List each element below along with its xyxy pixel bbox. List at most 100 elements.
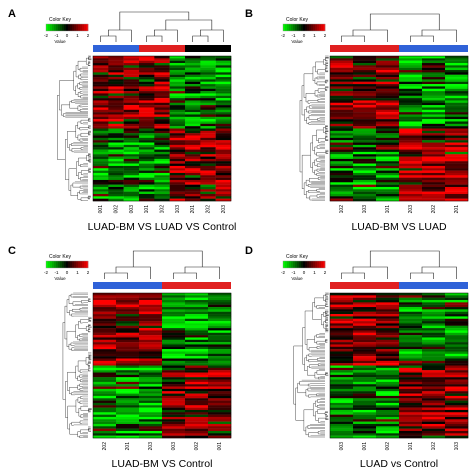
color-key-tick: -1 (54, 270, 58, 275)
heatmap-cell (215, 102, 232, 106)
heatmap-cell (116, 353, 140, 357)
heatmap-cell (93, 349, 117, 352)
heatmap-cell (169, 114, 186, 118)
heatmap-cell (353, 105, 377, 108)
heatmap-cell (123, 161, 140, 164)
heatmap-cell (330, 142, 354, 146)
heatmap-cell (162, 293, 186, 296)
heatmap-cell (154, 135, 170, 139)
heatmap-cell (123, 191, 140, 195)
heatmap-cell (162, 297, 186, 301)
heatmap-cell (208, 372, 232, 376)
heatmap-cell (185, 337, 209, 340)
heatmap-cell (139, 114, 155, 118)
heatmap-cell (445, 365, 469, 369)
heatmap-cell (200, 79, 216, 82)
heatmap-cell (123, 123, 140, 127)
heatmap-cell (399, 191, 423, 195)
heatmap-cell (169, 116, 186, 120)
heatmap-cell (162, 349, 186, 352)
heatmap-cell (445, 177, 469, 181)
heatmap-cell (353, 416, 377, 420)
heatmap-cell (185, 126, 201, 129)
heatmap-cell (162, 426, 186, 429)
heatmap-cell (154, 168, 170, 171)
heatmap-cell (93, 323, 117, 326)
color-key-swatch (54, 261, 57, 268)
heatmap-cell (169, 147, 186, 150)
heatmap-cell (376, 323, 400, 326)
heatmap-cell (445, 421, 469, 425)
panel-title: LUAD-BM VS Control (112, 458, 213, 470)
heatmap-cell (93, 193, 109, 197)
heatmap-cell (422, 337, 446, 340)
heatmap-cell (93, 126, 109, 129)
heatmap-cell (116, 316, 140, 319)
heatmap-cell (108, 179, 124, 183)
heatmap-cell (185, 384, 209, 387)
heatmap-cell (215, 179, 232, 183)
heatmap-cell (200, 172, 216, 176)
heatmap-cell (116, 430, 140, 434)
heatmap-cell (185, 318, 209, 322)
heatmap-cell (200, 88, 216, 92)
heatmap-cell (154, 116, 170, 120)
heatmap-cell (123, 77, 140, 80)
heatmap-cell (353, 391, 377, 394)
heatmap-cell (399, 391, 423, 394)
heatmap-cell (200, 60, 216, 64)
heatmap-cell (376, 309, 400, 312)
heatmap-cell (200, 84, 216, 87)
heatmap-cell (162, 367, 186, 371)
heatmap-cell (445, 370, 469, 373)
heatmap-cell (376, 191, 400, 195)
heatmap-cell (445, 79, 469, 82)
heatmap-cell (93, 325, 117, 329)
heatmap-cell (208, 388, 232, 392)
heatmap-cell (353, 58, 377, 61)
color-key-swatch (301, 261, 304, 268)
heatmap-cell (353, 323, 377, 326)
heatmap-cells (93, 293, 232, 439)
heatmap-cell (376, 184, 400, 188)
heatmap-cell (422, 182, 446, 185)
heatmap-cell (162, 307, 186, 310)
heatmap-cell (422, 74, 446, 78)
heatmap-cell (116, 344, 140, 347)
heatmap-cell (399, 339, 423, 343)
heatmap-cell (399, 414, 423, 418)
heatmap-cell (200, 130, 216, 134)
color-key-frame (45, 260, 89, 269)
heatmap-cell (353, 405, 377, 408)
heatmap-cell (139, 379, 163, 383)
heatmap-cell (422, 356, 446, 359)
heatmap-cell (422, 332, 446, 336)
heatmap-cell (215, 79, 232, 82)
heatmap-cell (353, 156, 377, 160)
heatmap-cell (208, 419, 232, 422)
heatmap-cell (139, 193, 155, 197)
heatmap-cell (93, 168, 109, 171)
heatmap-cell (330, 126, 354, 129)
heatmap-cell (445, 414, 469, 418)
heatmap-cell (116, 300, 140, 303)
heatmap-cell (185, 182, 201, 185)
heatmap-cell (330, 182, 354, 185)
heatmap-cell (445, 182, 469, 185)
heatmap-cell (93, 186, 109, 190)
heatmap-cell (353, 81, 377, 85)
heatmap-cell (200, 198, 216, 202)
heatmap-cell (215, 133, 232, 136)
color-key-swatch (58, 261, 61, 268)
color-key-swatch (285, 261, 288, 268)
column-dendrogram (104, 250, 220, 279)
heatmap-cell (208, 346, 232, 350)
heatmap-cell (154, 100, 170, 103)
heatmap-cell (353, 177, 377, 181)
heatmap-cells (330, 293, 469, 439)
sample-label: 101 (144, 205, 150, 214)
heatmap-cell (162, 386, 186, 390)
heatmap-cell (162, 384, 186, 387)
heatmap-cell (353, 79, 377, 82)
